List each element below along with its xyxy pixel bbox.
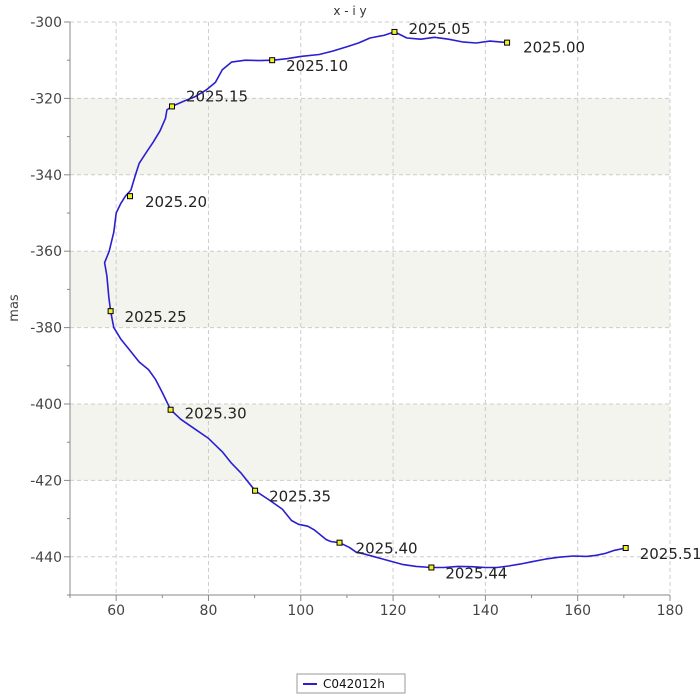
y-tick-label: -360	[30, 244, 62, 260]
epoch-marker	[269, 57, 276, 64]
epoch-label: 2025.35	[269, 488, 331, 506]
epoch-label: 2025.00	[523, 39, 585, 57]
x-tick-label: 180	[657, 603, 684, 619]
epoch-label: 2025.30	[185, 405, 247, 423]
shaded-bands	[70, 98, 670, 481]
epoch-label: 2025.51	[640, 545, 700, 563]
epoch-marker	[169, 103, 175, 110]
y-tick-label: -420	[30, 473, 62, 489]
epoch-marker	[504, 39, 511, 46]
y-tick-label: -340	[30, 168, 62, 184]
x-tick-label: 120	[380, 603, 407, 619]
epoch-marker	[167, 406, 174, 413]
y-tick-label: -380	[30, 321, 62, 337]
x-tick-label: 80	[200, 603, 218, 619]
epoch-label: 2025.20	[145, 193, 207, 211]
epoch-markers	[107, 28, 629, 571]
series-layer	[103, 31, 626, 569]
x-tick-label: 160	[564, 603, 591, 619]
shaded-band	[70, 98, 670, 175]
legend-label: C042012h	[323, 677, 385, 691]
axes	[69, 22, 670, 596]
epoch-marker	[107, 308, 114, 315]
legend-box	[296, 673, 406, 694]
epoch-marker	[428, 564, 435, 571]
y-axis-label: mas	[7, 294, 22, 322]
epoch-label: 2025.15	[186, 87, 248, 105]
epoch-label: 2025.05	[408, 20, 470, 38]
x-tick-label: 140	[472, 603, 499, 619]
epoch-label: 2025.44	[445, 564, 507, 582]
x-tick-label: 100	[287, 603, 314, 619]
epoch-label: 2025.25	[125, 308, 187, 326]
chart-title: x - i y	[333, 4, 366, 18]
shaded-band	[70, 251, 670, 328]
shaded-band	[70, 404, 670, 481]
y-tick-label: -300	[30, 15, 62, 31]
epoch-marker	[252, 487, 259, 494]
y-tick-label: -440	[30, 550, 62, 566]
y-tick-label: -400	[30, 397, 62, 413]
epoch-label: 2025.10	[286, 57, 348, 75]
epoch-marker	[391, 28, 398, 35]
epoch-label: 2025.40	[356, 540, 418, 558]
series-line	[103, 31, 626, 569]
y-tick-label: -320	[30, 91, 62, 107]
legend[interactable]: C042012h	[296, 673, 406, 694]
x-tick-label: 60	[107, 603, 125, 619]
epoch-marker	[622, 545, 629, 552]
tick-marks: 60 80 100 120 140 160 180 -300 -320 -340 -360 -380 -…	[30, 15, 683, 619]
epoch-labels: 2025.00 2025.05 2025.10 2025.15 2025.20 2025.…	[125, 20, 700, 583]
epoch-marker	[127, 193, 133, 200]
epoch-marker	[336, 539, 343, 546]
grid-lines	[70, 21, 671, 595]
